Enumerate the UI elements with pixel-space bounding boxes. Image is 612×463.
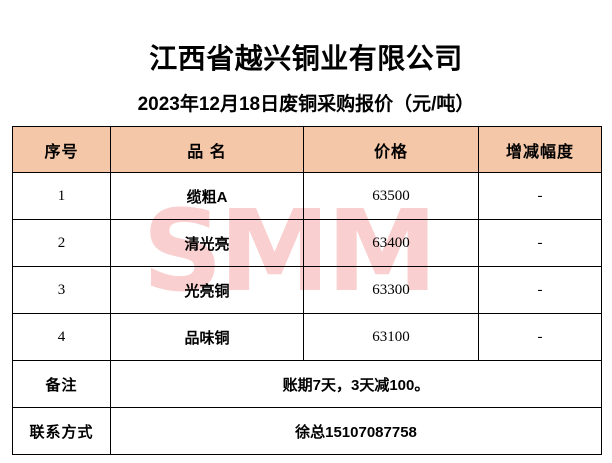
page-title: 江西省越兴铜业有限公司 <box>149 43 463 74</box>
cell-no: 2 <box>12 219 111 267</box>
table-row-contact: 联系方式 徐总15107087758 <box>12 407 602 455</box>
page-subtitle: 2023年12月18日废铜采购报价（元/吨） <box>137 94 475 115</box>
cell-delta: - <box>478 313 602 361</box>
table-row: 4 品味铜 63100 - <box>12 313 602 361</box>
table-row: 3 光亮铜 63300 - <box>12 266 602 314</box>
cell-delta: - <box>478 219 602 267</box>
table-header-row: 序号 品 名 价格 增减幅度 <box>12 126 602 173</box>
cell-no: 3 <box>12 266 111 314</box>
table-body: 1 缆粗A 63500 - 2 清光亮 63400 - 3 光亮铜 63300 … <box>12 172 602 455</box>
column-header-name: 品 名 <box>110 126 304 173</box>
cell-price: 63100 <box>303 313 479 361</box>
cell-name: 光亮铜 <box>110 266 304 314</box>
column-header-delta: 增减幅度 <box>478 126 602 173</box>
cell-price: 63500 <box>303 172 479 220</box>
cell-price: 63400 <box>303 219 479 267</box>
cell-name: 缆粗A <box>110 172 304 220</box>
table-row: 1 缆粗A 63500 - <box>12 172 602 220</box>
cell-price: 63300 <box>303 266 479 314</box>
table-row-remark: 备注 账期7天，3天减100。 <box>12 360 602 408</box>
cell-name: 清光亮 <box>110 219 304 267</box>
remark-value: 账期7天，3天减100。 <box>110 360 602 408</box>
remark-label: 备注 <box>12 360 111 408</box>
table-row: 2 清光亮 63400 - <box>12 219 602 267</box>
table-header: 序号 品 名 价格 增减幅度 <box>12 126 602 173</box>
cell-delta: - <box>478 266 602 314</box>
price-table: 序号 品 名 价格 增减幅度 1 缆粗A 63500 - 2 清光亮 63400… <box>12 126 602 455</box>
cell-name: 品味铜 <box>110 313 304 361</box>
column-header-no: 序号 <box>12 126 111 173</box>
contact-value: 徐总15107087758 <box>110 407 602 455</box>
column-header-price: 价格 <box>303 126 479 173</box>
cell-delta: - <box>478 172 602 220</box>
cell-no: 4 <box>12 313 111 361</box>
cell-no: 1 <box>12 172 111 220</box>
contact-label: 联系方式 <box>12 407 111 455</box>
